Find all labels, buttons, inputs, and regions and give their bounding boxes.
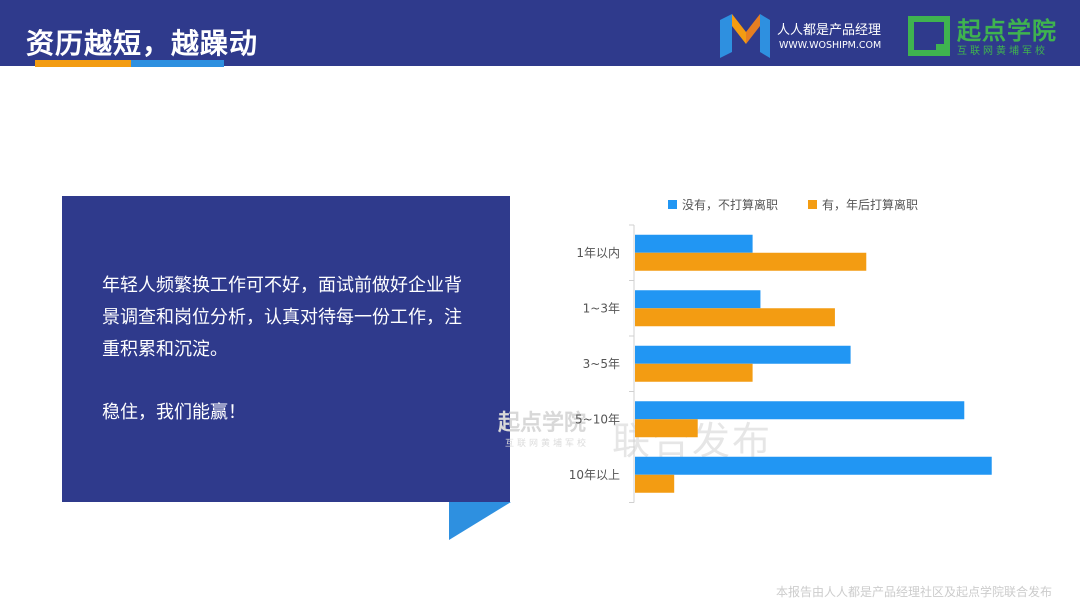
bar bbox=[635, 401, 965, 420]
qidian-logo-icon bbox=[908, 16, 950, 56]
callout-pointer-icon bbox=[449, 502, 511, 540]
watermark-tagline: 互联网黄埔军校 bbox=[505, 439, 590, 449]
bar bbox=[635, 474, 675, 493]
bar bbox=[635, 345, 851, 364]
header-bar bbox=[0, 0, 1080, 66]
bar bbox=[635, 234, 753, 253]
callout-tagline: 稳住，我们能赢！ bbox=[102, 402, 246, 423]
bar bbox=[635, 252, 867, 271]
callout-box bbox=[62, 196, 510, 502]
legend-swatch bbox=[808, 200, 817, 209]
category-label: 5~10年 bbox=[575, 412, 620, 426]
page-title: 资历越短，越躁动 bbox=[26, 27, 259, 60]
category-label: 3~5年 bbox=[583, 357, 620, 371]
logo2-tagline: 互联网黄埔军校 bbox=[957, 46, 1048, 57]
bar bbox=[635, 456, 992, 475]
logo2-name: 起点学院 bbox=[957, 17, 1057, 45]
footer-note: 本报告由人人都是产品经理社区及起点学院联合发布 bbox=[775, 585, 1052, 599]
title-underline-blue bbox=[131, 60, 224, 67]
logo1-name: 人人都是产品经理 bbox=[777, 23, 882, 38]
legend-label: 有，年后打算离职 bbox=[822, 197, 918, 212]
category-label: 1年以内 bbox=[576, 246, 620, 260]
category-label: 10年以上 bbox=[569, 468, 620, 482]
title-underline-orange bbox=[35, 60, 131, 67]
logo1-url: WWW.WOSHIPM.COM bbox=[779, 40, 882, 51]
category-label: 1~3年 bbox=[583, 301, 620, 315]
legend-swatch bbox=[668, 200, 677, 209]
legend-label: 没有，不打算离职 bbox=[682, 197, 778, 212]
bar bbox=[635, 290, 761, 309]
bar bbox=[635, 363, 753, 382]
bar bbox=[635, 308, 835, 327]
woshipm-logo-icon bbox=[720, 14, 770, 58]
watermark-logo: 起点学院 bbox=[498, 411, 587, 436]
callout-paragraph: 年轻人频繁换工作可不好，面试前做好企业背景调查和岗位分析，认真对待每一份工作，注… bbox=[102, 275, 462, 360]
bar bbox=[635, 419, 698, 438]
bar-chart: 没有，不打算离职 有，年后打算离职 1年以内 1~3年 3~5年 5~10年 10年以上 bbox=[569, 197, 992, 503]
